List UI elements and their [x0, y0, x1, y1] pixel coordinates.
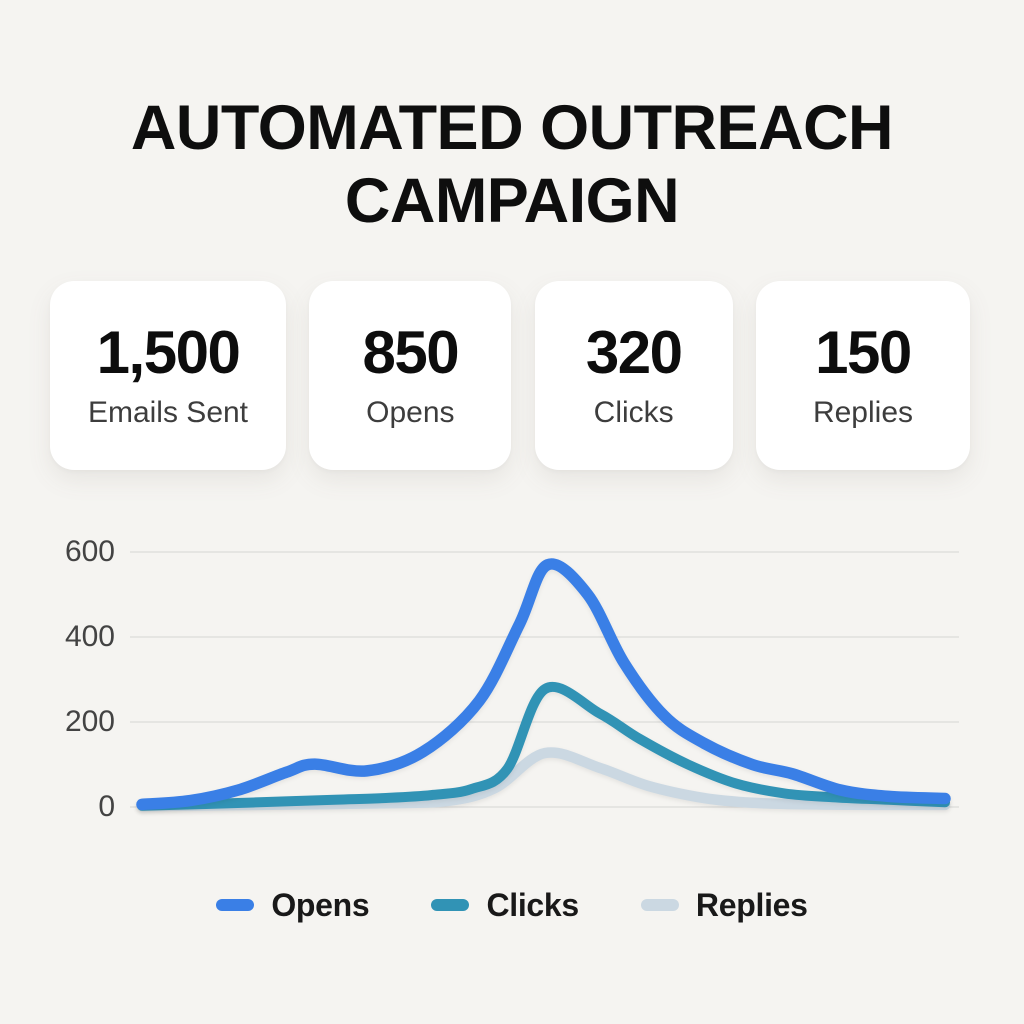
series-line-opens	[136, 558, 951, 811]
stat-label: Emails Sent	[87, 395, 249, 429]
legend-item-replies: Replies	[640, 880, 808, 930]
stat-value: 320	[585, 318, 683, 386]
stat-card-emails-sent: 1,500 Emails Sent	[50, 281, 286, 470]
y-axis-tick-0: 0	[98, 790, 115, 823]
line-chart: 600 400 200 0	[0, 530, 1024, 840]
stat-value: 850	[362, 318, 460, 386]
stat-label: Opens	[366, 395, 455, 429]
y-axis-tick-400: 400	[64, 620, 115, 653]
stats-row: 1,500 Emails Sent 850 Opens 320 Clicks 1…	[50, 281, 970, 470]
stat-value: 150	[815, 318, 912, 386]
legend-label: Replies	[695, 886, 808, 923]
stat-label: Clicks	[593, 395, 674, 429]
page-title-text: AUTOMATED OUTREACH CAMPAIGN	[130, 93, 894, 236]
page-title: AUTOMATED OUTREACH CAMPAIGN	[0, 92, 1024, 238]
legend-item-opens: Opens	[216, 880, 370, 930]
clicks-series-swatch-icon	[431, 899, 470, 911]
legend-label: Clicks	[486, 886, 579, 923]
stat-label: Replies	[812, 395, 914, 429]
y-axis-tick-200: 200	[64, 705, 115, 738]
stat-card-clicks: 320 Clicks	[534, 281, 733, 470]
chart-plot	[130, 551, 959, 812]
y-axis-tick-600: 600	[64, 535, 115, 568]
replies-series-swatch-icon	[640, 899, 679, 911]
stat-value: 1,500	[96, 318, 241, 386]
chart-legend: Opens Clicks Replies	[0, 880, 1024, 930]
opens-series-swatch-icon	[216, 899, 255, 911]
legend-label: Opens	[271, 886, 370, 923]
legend-item-clicks: Clicks	[431, 880, 579, 930]
stat-card-opens: 850 Opens	[309, 281, 512, 470]
series-line-clicks	[137, 682, 950, 811]
stat-card-replies: 150 Replies	[755, 281, 970, 470]
